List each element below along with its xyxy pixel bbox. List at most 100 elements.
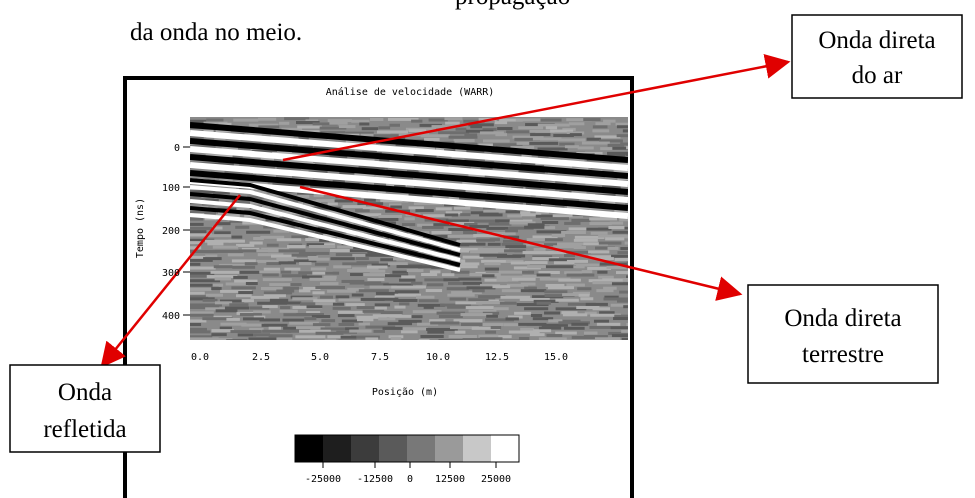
texture (190, 303, 222, 307)
texture (567, 302, 596, 306)
texture (514, 311, 532, 315)
texture (259, 270, 290, 274)
texture (355, 257, 369, 261)
texture (584, 311, 597, 315)
texture (505, 259, 524, 263)
texture (585, 302, 608, 306)
texture (190, 135, 204, 139)
texture (462, 181, 483, 185)
texture (518, 322, 547, 326)
texture (329, 155, 348, 159)
texture (311, 315, 331, 319)
texture (304, 317, 317, 321)
texture (242, 217, 270, 221)
texture (497, 254, 522, 258)
texture (211, 287, 222, 291)
radargram (190, 117, 628, 340)
texture (607, 143, 625, 147)
texture (365, 253, 394, 257)
texture (443, 278, 460, 282)
texture (190, 246, 202, 250)
texture (545, 283, 565, 287)
texture (617, 177, 628, 181)
texture (251, 150, 278, 154)
texture (440, 187, 455, 191)
texture (501, 289, 529, 293)
texture (351, 293, 364, 297)
texture (444, 117, 463, 121)
texture (250, 295, 280, 299)
texture (353, 213, 382, 217)
texture (190, 271, 215, 275)
annotation-text: do ar (852, 62, 903, 89)
texture (205, 307, 226, 311)
texture (320, 131, 346, 135)
texture (394, 185, 406, 189)
texture (418, 265, 440, 269)
texture (319, 238, 330, 242)
texture (501, 242, 524, 246)
texture (563, 326, 585, 330)
colorbar-swatch (351, 435, 379, 462)
texture (558, 278, 581, 282)
texture (262, 273, 279, 277)
texture (352, 267, 379, 271)
texture (525, 202, 545, 206)
texture (190, 323, 202, 327)
texture (203, 129, 214, 133)
texture (190, 145, 216, 149)
y-tick-label: 100 (162, 183, 180, 194)
x-tick-label: 7.5 (371, 352, 389, 363)
texture (332, 179, 345, 183)
texture (564, 145, 579, 149)
texture (484, 278, 508, 282)
texture (541, 323, 568, 327)
texture (190, 283, 219, 287)
texture (244, 214, 262, 218)
texture (253, 237, 264, 241)
texture (298, 289, 311, 293)
texture (612, 146, 628, 150)
texture (242, 317, 265, 321)
texture (353, 190, 382, 194)
texture (382, 234, 412, 238)
texture (276, 166, 301, 170)
texture (566, 205, 596, 209)
texture (257, 117, 277, 121)
texture (190, 226, 213, 230)
colorbar-swatch (323, 435, 351, 462)
texture (354, 173, 375, 177)
texture (488, 222, 512, 226)
texture (241, 323, 265, 327)
texture (509, 219, 533, 223)
texture (503, 323, 527, 327)
texture (466, 149, 485, 153)
texture (231, 259, 256, 263)
texture (562, 319, 581, 323)
texture (242, 221, 264, 225)
texture (422, 225, 444, 229)
texture (492, 143, 523, 147)
texture (564, 339, 596, 340)
texture (603, 286, 617, 290)
texture (460, 213, 471, 217)
texture (608, 331, 628, 335)
texture (300, 302, 320, 306)
texture (448, 281, 465, 285)
texture (279, 309, 298, 313)
annotation-text: refletida (43, 416, 126, 443)
texture (623, 305, 628, 309)
texture (592, 125, 608, 129)
texture (337, 245, 357, 249)
x-tick-label: 5.0 (311, 352, 329, 363)
texture (463, 231, 477, 235)
texture (583, 331, 598, 335)
texture (596, 289, 614, 293)
texture (562, 198, 580, 202)
texture (345, 303, 365, 307)
texture (377, 247, 394, 251)
texture (307, 255, 319, 259)
texture (288, 243, 303, 247)
texture (246, 230, 271, 234)
